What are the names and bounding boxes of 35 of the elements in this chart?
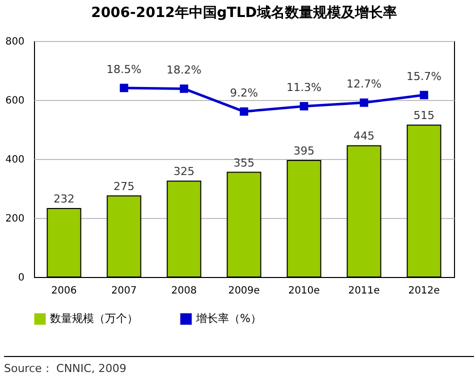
x-tick-label: 2010e	[288, 286, 320, 296]
data-label: 12.7%	[346, 78, 382, 91]
y-tick-label: 800	[5, 36, 24, 48]
point	[300, 102, 308, 110]
data-label: 395	[294, 144, 314, 158]
data-label: 355	[234, 156, 254, 170]
point	[120, 84, 128, 92]
data-label: 11.3%	[286, 81, 322, 94]
point	[240, 107, 248, 116]
data-label: 515	[414, 109, 434, 122]
y-tick-label: 0	[18, 272, 24, 284]
data-label: 232	[54, 192, 74, 206]
chart-title: 2006-2012年中国gTLD域名数量规模及增长率	[91, 4, 397, 21]
data-label: 325	[174, 165, 194, 178]
legend-label: 增长率（%）	[195, 312, 262, 325]
x-tick-label: 2006	[51, 286, 77, 296]
point	[420, 90, 428, 100]
x-tick-label: 2012e	[408, 286, 440, 296]
data-label: 18.5%	[106, 62, 142, 76]
point	[360, 98, 368, 107]
x-tick-label: 2007	[111, 286, 137, 296]
data-label: 9.2%	[230, 86, 258, 100]
y-tick-label: 400	[5, 154, 24, 166]
y-tick-label: 200	[5, 214, 24, 224]
data-label: 275	[114, 180, 134, 193]
x-tick-label: 2011e	[348, 286, 380, 296]
legend-label: 数量规模（万个）	[50, 312, 138, 325]
y-tick-label: 600	[5, 96, 24, 106]
point	[180, 84, 188, 93]
data-label: 18.2%	[166, 64, 202, 77]
data-label: 445	[354, 130, 374, 143]
source-note: Source： CNNIC, 2009	[4, 356, 474, 376]
x-tick-label: 2008	[171, 286, 197, 296]
x-tick-label: 2009e	[228, 286, 260, 296]
data-label: 15.7%	[406, 70, 442, 84]
